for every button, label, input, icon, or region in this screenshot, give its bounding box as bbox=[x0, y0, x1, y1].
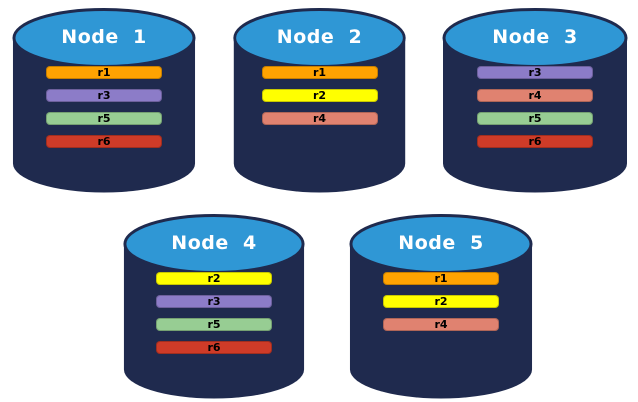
replica-bar-r6: r6 bbox=[477, 135, 593, 148]
db-node: Node 2 r1 r2 r4 bbox=[231, 5, 408, 196]
replica-bar-r3: r3 bbox=[156, 295, 272, 308]
replica-bar-r1: r1 bbox=[46, 66, 162, 79]
replica-bar-r5: r5 bbox=[46, 112, 162, 125]
replica-bar-r6: r6 bbox=[156, 341, 272, 354]
replica-bar-r3: r3 bbox=[477, 66, 593, 79]
node-label: Node 4 bbox=[171, 232, 257, 254]
node-label: Node 5 bbox=[398, 232, 484, 254]
replica-bar-r4: r4 bbox=[477, 89, 593, 102]
replica-bar-r5: r5 bbox=[156, 318, 272, 331]
db-node: Node 5 r1 r2 r4 bbox=[347, 211, 535, 402]
replica-bar-r4: r4 bbox=[383, 318, 499, 331]
replica-bar-r1: r1 bbox=[383, 272, 499, 285]
db-node: Node 4 r2 r3 r5 r6 bbox=[121, 211, 307, 402]
db-node: Node 1 r1 r3 r5 r6 bbox=[10, 5, 198, 196]
replica-bar-r3: r3 bbox=[46, 89, 162, 102]
replica-bar-r2: r2 bbox=[261, 89, 378, 102]
node-label: Node 2 bbox=[276, 26, 363, 48]
node-label: Node 3 bbox=[492, 26, 578, 48]
replica-bar-r6: r6 bbox=[46, 135, 162, 148]
node-label: Node 1 bbox=[61, 26, 147, 48]
replica-bar-r2: r2 bbox=[383, 295, 499, 308]
replica-bar-r2: r2 bbox=[156, 272, 272, 285]
db-node: Node 3 r3 r4 r5 r6 bbox=[440, 5, 630, 196]
replica-bar-r4: r4 bbox=[261, 112, 378, 125]
replica-bar-r1: r1 bbox=[261, 66, 378, 79]
replica-bar-r5: r5 bbox=[477, 112, 593, 125]
